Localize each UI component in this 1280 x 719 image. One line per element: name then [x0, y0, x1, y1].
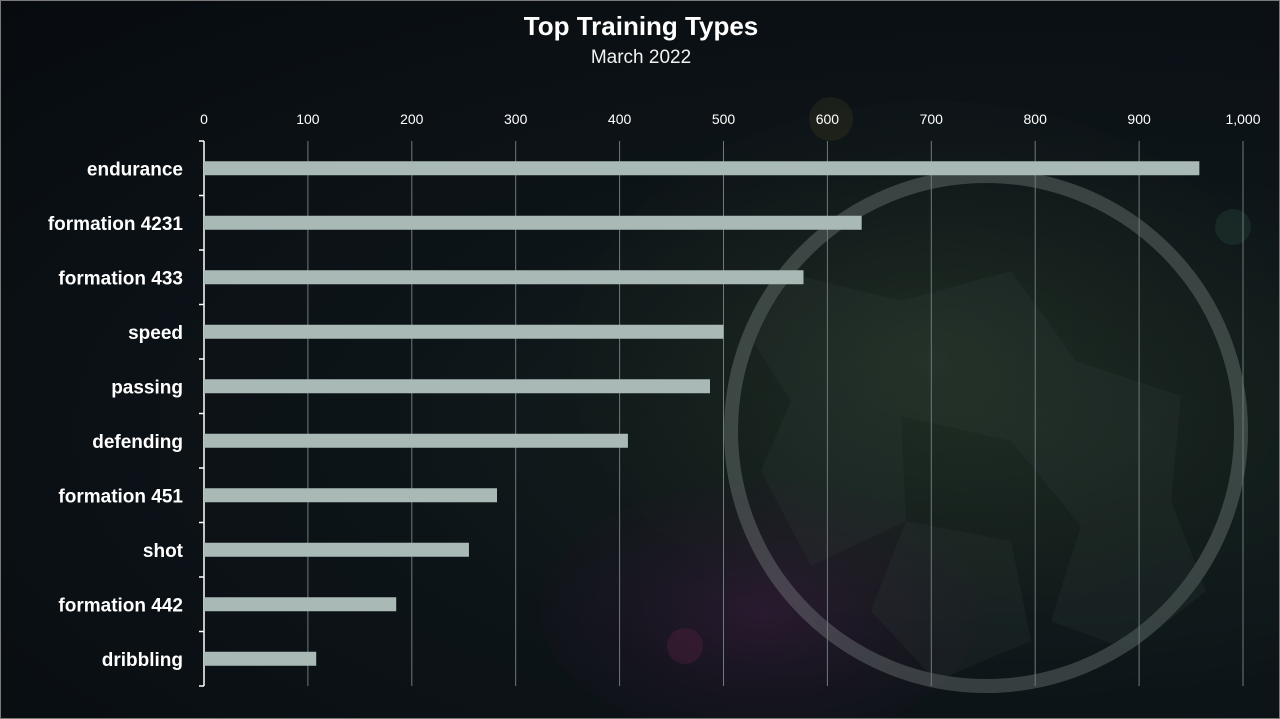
x-tick-label: 600 — [816, 111, 840, 127]
x-tick-label: 200 — [400, 111, 424, 127]
chart-title: Top Training Types — [523, 11, 759, 41]
x-tick-label: 500 — [712, 111, 736, 127]
category-label: shot — [143, 541, 184, 562]
category-label: endurance — [87, 159, 183, 180]
category-label: formation 451 — [58, 486, 183, 507]
bar — [204, 161, 1200, 176]
x-tick-label: 400 — [608, 111, 632, 127]
category-label: speed — [128, 323, 183, 344]
x-tick-label: 300 — [504, 111, 528, 127]
category-label: formation 4231 — [48, 214, 184, 235]
x-tick-label: 0 — [200, 111, 208, 127]
category-label: defending — [92, 432, 183, 453]
bar — [204, 324, 724, 339]
bar — [204, 651, 317, 666]
x-tick-label: 1,000 — [1225, 111, 1260, 127]
category-label: dribbling — [102, 650, 183, 671]
category-label: formation 442 — [58, 595, 183, 616]
bar — [204, 215, 862, 230]
x-tick-label: 800 — [1024, 111, 1048, 127]
category-label: passing — [111, 377, 183, 398]
x-tick-label: 700 — [920, 111, 944, 127]
x-tick-label: 100 — [296, 111, 320, 127]
x-tick-label: 900 — [1127, 111, 1151, 127]
bar — [204, 270, 804, 285]
bar — [204, 433, 628, 448]
bar — [204, 542, 469, 557]
category-label: formation 433 — [58, 268, 183, 289]
bar — [204, 597, 397, 612]
bar — [204, 379, 710, 394]
bar — [204, 488, 497, 503]
chart-subtitle: March 2022 — [590, 47, 692, 68]
